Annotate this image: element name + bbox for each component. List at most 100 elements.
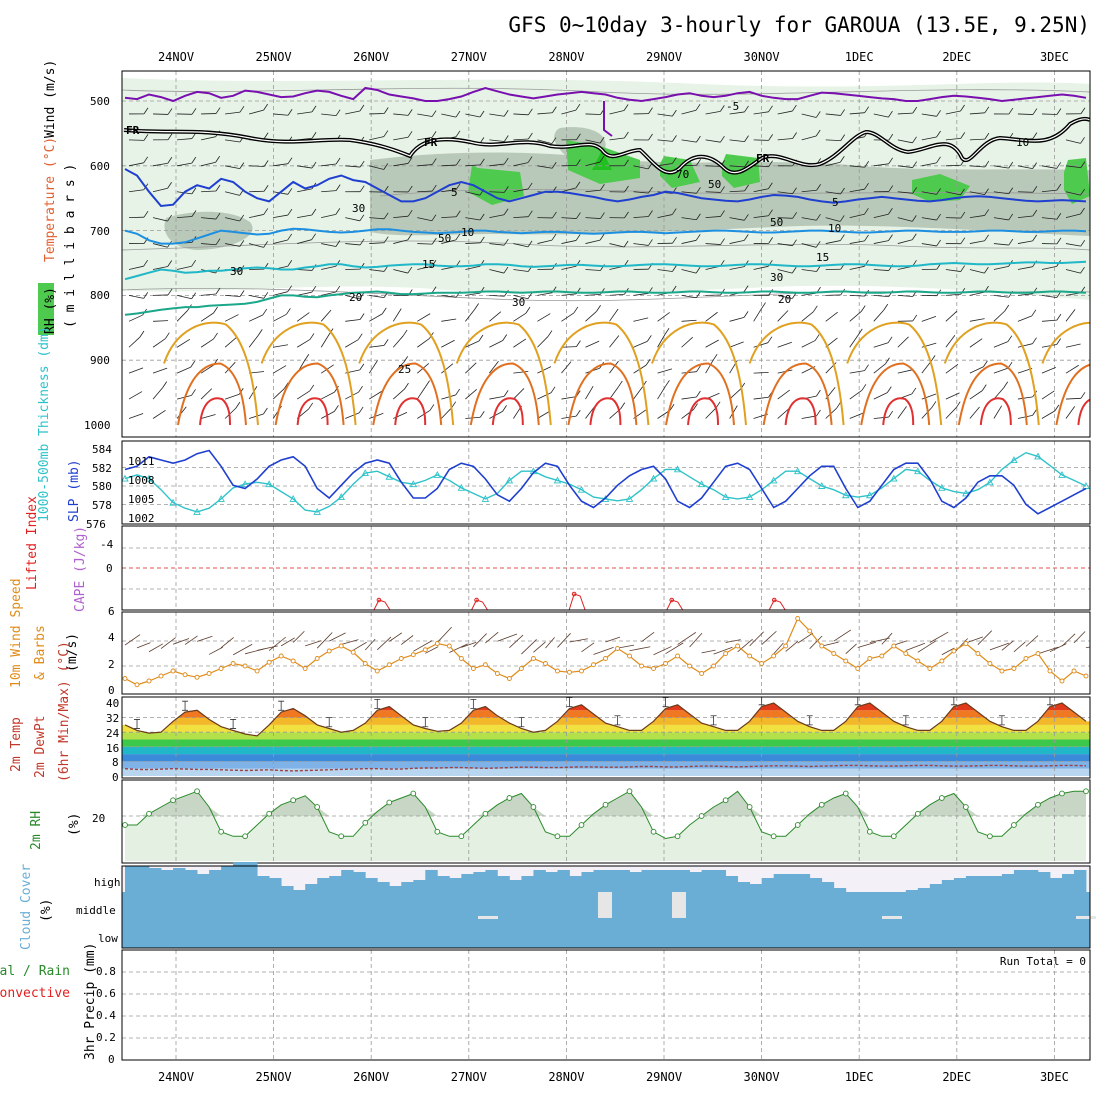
- wind-speed-point-35: [542, 661, 548, 666]
- barb-flag-24-4: [431, 214, 437, 221]
- barb-26-2: [441, 164, 457, 167]
- barb-0-9: [128, 336, 141, 348]
- slp-line: [124, 449, 1087, 515]
- barb-flag-58-4: [839, 215, 845, 222]
- barb-60-8: [849, 311, 862, 322]
- wind-speed-point-33: [518, 666, 524, 671]
- surface-barb-22: [389, 632, 402, 642]
- barb-flag-10-8: [262, 308, 268, 316]
- ylabel-10m-wind: 10m Wind Speed: [9, 578, 24, 688]
- barb-flag-30-4: [503, 208, 509, 215]
- thickness-point-64: [890, 474, 898, 482]
- label-20b: 20: [778, 293, 791, 306]
- precip-panel: Run Total = 0 0.8 0.6 0.4 0.2 0 Total / …: [0, 943, 1091, 1066]
- cloud-high-31: [497, 876, 510, 894]
- barb-flag-0-1: [143, 134, 149, 141]
- rh-point-34: [530, 804, 537, 810]
- barb-flag-16-4: [335, 208, 341, 215]
- barb-8-0: [225, 111, 241, 115]
- barb-74-9: [1017, 343, 1033, 348]
- barb-flag-26-4: [455, 210, 461, 217]
- ltick-576: 576: [86, 518, 106, 531]
- ylabel-cloud-pct: (%): [39, 899, 54, 922]
- barb-54-5: [777, 243, 793, 247]
- surface-barb-13: [280, 637, 295, 647]
- minmax-bar-29: [470, 698, 477, 709]
- surface-barb-47: [689, 632, 703, 648]
- barb-flag-26-12: [451, 401, 457, 408]
- temperature-lines: [124, 697, 1087, 772]
- barb-flag-46-4: [696, 213, 701, 220]
- barb-flag-30-0: [503, 110, 509, 117]
- contour-minus5: [124, 86, 1087, 103]
- ytick-li-6: 6: [108, 605, 115, 618]
- barb-30-1: [489, 139, 505, 142]
- label-25: 25: [398, 363, 411, 376]
- wind-speed-point-3: [158, 673, 164, 679]
- thickness-point-8: [217, 495, 225, 502]
- barb-flag-60-3: [864, 182, 869, 190]
- barb-14-4: [297, 214, 313, 219]
- surface-barb-44: [653, 646, 672, 656]
- label-20a: 20: [349, 291, 362, 304]
- cloud-high-0: [125, 866, 138, 894]
- barb-16-5: [321, 243, 336, 247]
- barb-flag-70-10: [983, 360, 988, 367]
- rh-point-20: [362, 819, 369, 826]
- barb-56-4: [801, 217, 817, 221]
- barb-32-11: [513, 388, 525, 400]
- thickness-slp-panel: 584 582 580 578 576 1011 1008 1005 1002 …: [37, 326, 1091, 531]
- barb-50-1: [729, 139, 745, 143]
- cloud-high-18: [341, 870, 354, 894]
- barb-26-4: [441, 216, 457, 219]
- barb-58-2: [825, 161, 841, 167]
- barb-flag-40-5: [623, 240, 629, 248]
- barb-72-12: [993, 405, 1003, 419]
- barb-flag-56-8: [812, 305, 818, 313]
- surface-barb-21: [376, 636, 392, 651]
- surface-barb-28: [461, 641, 477, 648]
- barb-flag-60-10: [864, 364, 869, 371]
- thickness-point-76: [1034, 452, 1042, 460]
- barb-flag-72-0: [1008, 107, 1014, 115]
- barb-56-1: [801, 135, 817, 141]
- cloud-high-67: [929, 884, 943, 894]
- barb-flag-36-12: [575, 409, 581, 417]
- barb-flag-30-2: [503, 157, 509, 165]
- cloud-high-72: [989, 876, 1003, 894]
- barb-66-0: [921, 113, 937, 117]
- barb-70-6: [969, 269, 985, 274]
- rh-legend-swatch: [38, 283, 54, 335]
- wind-speed-point-59: [831, 651, 837, 656]
- barb-68-10: [945, 363, 959, 374]
- barb-flag-62-2: [888, 157, 893, 165]
- barb-22-1: [393, 136, 409, 141]
- temp-band-5: [122, 732, 1090, 740]
- barb-flag-12-6: [287, 259, 293, 267]
- barb-flag-42-10: [645, 358, 651, 366]
- barb-70-3: [969, 191, 985, 196]
- barb-flag-38-1: [599, 136, 605, 144]
- cloud-high-30: [485, 870, 498, 894]
- wind-speed-point-67: [927, 666, 933, 671]
- barb-6-11: [200, 388, 213, 400]
- contour-30-day-9: [1055, 363, 1090, 426]
- barb-6-4: [201, 217, 217, 220]
- cloud-cover-panel: high middle low Cloud Cover (%): [19, 862, 1096, 950]
- rh-point-8: [218, 828, 224, 835]
- cloud-high-69: [953, 878, 967, 894]
- barb-flag-26-2: [455, 158, 461, 166]
- thickness-point-12: [265, 480, 273, 488]
- barb-44-4: [657, 214, 673, 219]
- surface-barb-38: [581, 642, 595, 653]
- barb-12-7: [273, 291, 288, 296]
- barb-22-2: [393, 163, 409, 167]
- barb-38-2: [585, 161, 601, 167]
- barb-flag-60-11: [861, 384, 867, 391]
- minmax-bar-41: [614, 715, 621, 726]
- barb-34-0: [537, 112, 553, 115]
- barb-flag-8-0: [239, 105, 245, 113]
- barb-52-3: [753, 188, 769, 193]
- barb-70-8: [969, 318, 985, 322]
- minmax-bar-73: [998, 715, 1005, 726]
